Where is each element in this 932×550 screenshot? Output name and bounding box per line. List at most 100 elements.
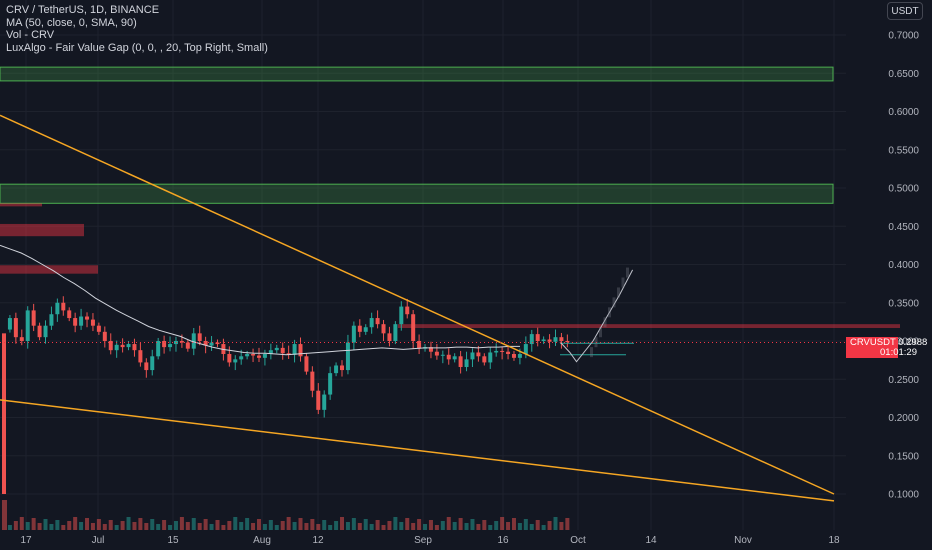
- price-tick-label: 0.2500: [888, 375, 919, 386]
- volume-bar: [215, 520, 220, 530]
- candle: [96, 325, 101, 332]
- candle: [197, 333, 202, 341]
- candle: [150, 356, 155, 371]
- price-tick-label: 0.6000: [888, 107, 919, 118]
- price-tag-price: 0.2988: [898, 337, 928, 348]
- candle: [304, 356, 309, 372]
- candle: [73, 318, 78, 326]
- legend-ma[interactable]: MA (50, close, 0, SMA, 90): [6, 16, 137, 29]
- candle: [280, 347, 285, 354]
- candle: [203, 341, 208, 346]
- volume-bar: [411, 523, 416, 530]
- volume-bar: [363, 519, 368, 530]
- volume-bar: [138, 518, 143, 530]
- candle: [67, 310, 72, 319]
- time-tick-label: Aug: [253, 535, 271, 546]
- volume-bar: [156, 524, 161, 530]
- volume-bar: [517, 523, 522, 530]
- candle: [90, 319, 95, 326]
- candle: [553, 337, 558, 342]
- upper-trendline: [0, 114, 835, 495]
- candle: [334, 365, 339, 374]
- volume-bar: [482, 520, 487, 530]
- candle: [357, 325, 362, 332]
- volume-bar: [328, 525, 333, 530]
- candle: [120, 344, 125, 348]
- candle: [19, 337, 24, 341]
- candle: [132, 344, 137, 351]
- legend-symbol[interactable]: CRV / TetherUS, 1D, BINANCE: [6, 4, 160, 16]
- candle: [2, 333, 6, 494]
- candle: [565, 341, 570, 342]
- volume-bar: [488, 525, 493, 530]
- price-tick-label: 0.1500: [888, 451, 919, 462]
- volume-bar: [340, 517, 345, 530]
- volume-bar: [476, 524, 481, 530]
- candle: [399, 306, 404, 325]
- fvg-bullish-box: [0, 183, 834, 204]
- legend-volume[interactable]: Vol - CRV: [6, 29, 55, 41]
- volume-bar: [322, 520, 327, 530]
- volume-bar: [292, 522, 297, 530]
- volume-bar: [535, 520, 540, 530]
- time-axis[interactable]: 17 Jul 15 Aug 12 Sep 16 Oct 14 Nov 18: [20, 535, 840, 546]
- candle: [351, 325, 356, 343]
- candle: [529, 334, 534, 345]
- volume-bar: [19, 517, 24, 530]
- fair-value-gaps: [0, 66, 900, 328]
- last-price-tag: CRVUSDT 0.2988 01:01:29: [846, 337, 927, 358]
- volume-bar: [2, 500, 7, 530]
- time-tick-label: 18: [828, 535, 840, 546]
- price-tick-label: 0.1000: [888, 490, 919, 501]
- candle: [43, 325, 48, 338]
- legend-fvg-indicator[interactable]: LuxAlgo - Fair Value Gap (0, 0, , 20, To…: [6, 41, 268, 54]
- time-tick-label: 12: [312, 535, 324, 546]
- volume-bar: [446, 517, 451, 530]
- fvg-bearish-box: [0, 223, 84, 237]
- candle: [55, 302, 60, 315]
- candle: [79, 316, 84, 326]
- volume-bar: [274, 525, 279, 530]
- candle: [559, 337, 564, 341]
- currency-button[interactable]: USDT: [887, 2, 923, 20]
- price-tick-label: 0.2000: [888, 413, 919, 424]
- candle: [292, 344, 297, 355]
- volume-bar: [440, 521, 445, 530]
- volume-bar: [529, 524, 534, 530]
- candle: [310, 371, 315, 391]
- candle: [476, 352, 481, 357]
- candle: [464, 359, 469, 368]
- volume-bar: [256, 519, 261, 530]
- candle: [488, 352, 493, 363]
- volume-bar: [96, 519, 101, 530]
- volume-bar: [209, 524, 214, 530]
- price-axis[interactable]: 0.1000 0.1500 0.2000 0.2500 0.3000 0.3500 0.40…: [888, 31, 919, 501]
- volume-bar: [162, 520, 167, 530]
- chart-legend: CRV / TetherUS, 1D, BINANCE MA (50, clos…: [6, 4, 268, 54]
- volume-bar: [511, 518, 516, 530]
- volume-bar: [13, 521, 18, 530]
- volume-bar: [280, 521, 285, 530]
- volume-bar: [452, 522, 457, 530]
- candle: [316, 390, 321, 410]
- candle: [375, 318, 380, 325]
- candle: [138, 350, 143, 363]
- price-tick-label: 0.3500: [888, 298, 919, 309]
- time-tick-label: Jul: [92, 535, 105, 546]
- volume-bar: [221, 525, 226, 530]
- candle: [25, 310, 30, 341]
- candle: [31, 310, 36, 326]
- volume-bar: [233, 517, 238, 530]
- price-tick-label: 0.6500: [888, 69, 919, 80]
- volume-bar: [559, 522, 564, 530]
- volume-bar: [334, 521, 339, 530]
- time-tick-label: 16: [497, 535, 509, 546]
- candle: [405, 306, 410, 315]
- candle: [369, 318, 374, 328]
- candle: [251, 354, 256, 356]
- candle: [179, 341, 184, 343]
- candle: [256, 355, 261, 358]
- ghost-candle: [617, 287, 620, 298]
- candle: [482, 356, 487, 363]
